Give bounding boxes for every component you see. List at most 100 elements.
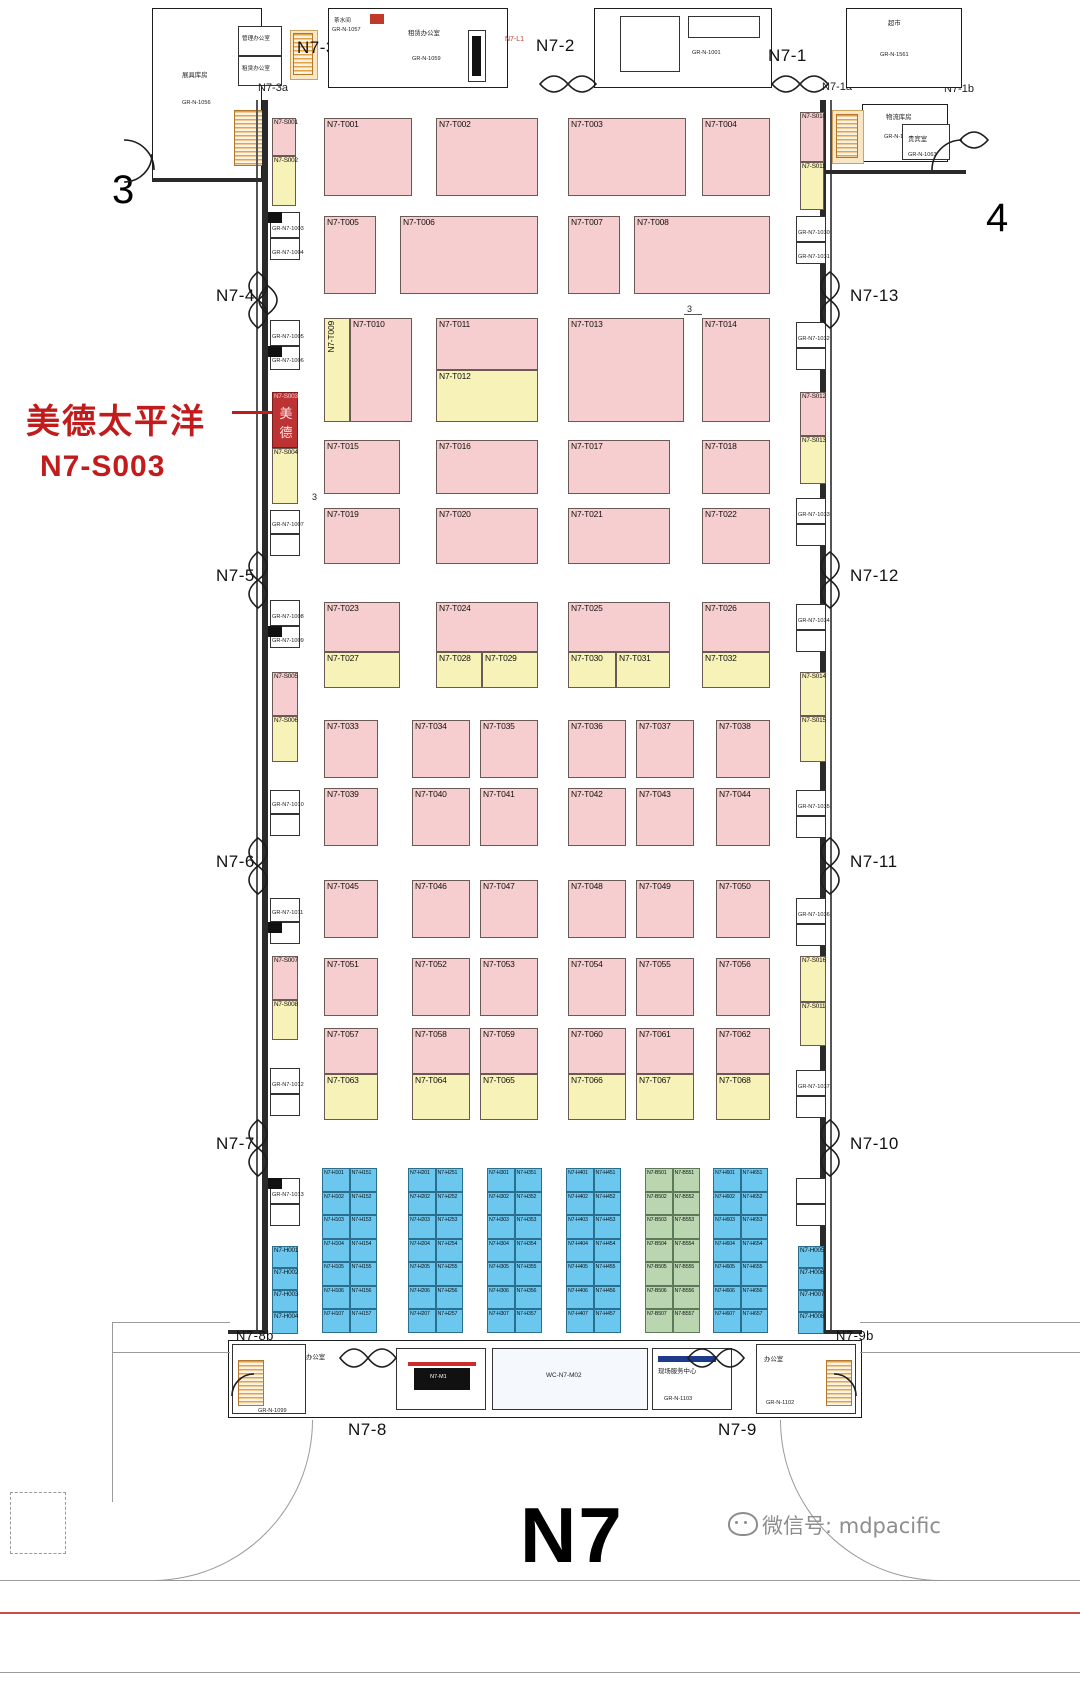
booth-t043[interactable]: N7-T043 — [636, 788, 694, 846]
side-booth-h002[interactable]: N7-H002 — [272, 1268, 298, 1290]
shell-booth[interactable]: N7-H655 — [740, 1262, 768, 1286]
shell-booth[interactable]: N7-H457 — [593, 1309, 621, 1333]
booth-t008[interactable]: N7-T008 — [634, 216, 770, 294]
booth-t041[interactable]: N7-T041 — [480, 788, 538, 846]
shell-booth[interactable]: N7-H103 — [322, 1215, 350, 1239]
booth-t001[interactable]: N7-T001 — [324, 118, 412, 196]
side-booth-h005[interactable]: N7-H005 — [798, 1246, 824, 1268]
shell-booth[interactable]: N7-H252 — [435, 1191, 463, 1215]
side-booth-s014[interactable]: N7-S015 — [800, 716, 826, 762]
booth-t019[interactable]: N7-T019 — [324, 508, 400, 564]
shell-booth[interactable]: N7-H155 — [349, 1262, 377, 1286]
booth-t018[interactable]: N7-T018 — [702, 440, 770, 494]
shell-booth[interactable]: N7-H206 — [408, 1285, 436, 1309]
booth-t040[interactable]: N7-T040 — [412, 788, 470, 846]
booth-t003[interactable]: N7-T003 — [568, 118, 686, 196]
shell-booth[interactable]: N7-B503 — [645, 1215, 673, 1239]
shell-booth[interactable]: N7-H151 — [349, 1168, 377, 1192]
side-booth-s003-highlight[interactable]: N7-S003 — [272, 392, 298, 448]
booth-t038[interactable]: N7-T038 — [716, 720, 770, 778]
booth-t050[interactable]: N7-T050 — [716, 880, 770, 938]
booth-t009[interactable]: N7-T009 — [324, 318, 350, 422]
shell-booth[interactable]: N7-H204 — [408, 1238, 436, 1262]
shell-booth[interactable]: N7-H251 — [435, 1168, 463, 1192]
shell-booth[interactable]: N7-H104 — [322, 1238, 350, 1262]
shell-booth[interactable]: N7-H403 — [566, 1215, 594, 1239]
shell-booth[interactable]: N7-H656 — [740, 1285, 768, 1309]
shell-booth[interactable]: N7-H453 — [593, 1215, 621, 1239]
side-booth-s010[interactable]: N7-S010 — [800, 112, 826, 162]
side-booth-s012[interactable]: N7-S013 — [800, 436, 826, 484]
shell-booth[interactable]: N7-H407 — [566, 1309, 594, 1333]
shell-booth[interactable]: N7-B505 — [645, 1262, 673, 1286]
booth-t025[interactable]: N7-T025 — [568, 602, 670, 652]
booth-t048[interactable]: N7-T048 — [568, 880, 626, 938]
shell-booth[interactable]: N7-H402 — [566, 1191, 594, 1215]
shell-booth[interactable]: N7-H101 — [322, 1168, 350, 1192]
side-booth-s002[interactable]: N7-S002 — [272, 156, 298, 206]
booth-t066[interactable]: N7-T066 — [568, 1074, 626, 1120]
booth-t005[interactable]: N7-T005 — [324, 216, 376, 294]
shell-booth[interactable]: N7-B555 — [672, 1262, 700, 1286]
shell-booth[interactable]: N7-H456 — [593, 1285, 621, 1309]
shell-booth[interactable]: N7-H157 — [349, 1309, 377, 1333]
side-booth-h001[interactable]: N7-H001 — [272, 1246, 298, 1268]
shell-booth[interactable]: N7-B551 — [672, 1168, 700, 1192]
shell-booth[interactable]: N7-B553 — [672, 1215, 700, 1239]
shell-booth[interactable]: N7-H307 — [487, 1309, 515, 1333]
booth-t068[interactable]: N7-T068 — [716, 1074, 770, 1120]
booth-t062[interactable]: N7-T062 — [716, 1028, 770, 1074]
side-booth-s013[interactable]: N7-S014 — [800, 672, 826, 716]
shell-booth[interactable]: N7-H602 — [713, 1191, 741, 1215]
side-booth-h008[interactable]: N7-H008 — [798, 1312, 824, 1334]
shell-booth[interactable]: N7-H355 — [514, 1262, 542, 1286]
side-booth-s008[interactable]: N7-S008 — [272, 1000, 298, 1040]
shell-booth[interactable]: N7-H654 — [740, 1238, 768, 1262]
shell-booth[interactable]: N7-H406 — [566, 1285, 594, 1309]
side-booth-s010b[interactable]: N7-S011 — [800, 162, 826, 210]
booth-t012[interactable]: N7-T012 — [436, 370, 538, 422]
shell-booth[interactable]: N7-H353 — [514, 1215, 542, 1239]
shell-booth[interactable]: N7-H202 — [408, 1191, 436, 1215]
booth-t063[interactable]: N7-T063 — [324, 1074, 378, 1120]
shell-booth[interactable]: N7-H603 — [713, 1215, 741, 1239]
booth-t027[interactable]: N7-T027 — [324, 652, 400, 688]
shell-booth[interactable]: N7-H401 — [566, 1168, 594, 1192]
shell-booth[interactable]: N7-B552 — [672, 1191, 700, 1215]
shell-booth[interactable]: N7-H607 — [713, 1309, 741, 1333]
shell-booth[interactable]: N7-H207 — [408, 1309, 436, 1333]
booth-t010[interactable]: N7-T010 — [350, 318, 412, 422]
booth-t067[interactable]: N7-T067 — [636, 1074, 694, 1120]
booth-t054[interactable]: N7-T054 — [568, 958, 626, 1016]
booth-t047[interactable]: N7-T047 — [480, 880, 538, 938]
shell-booth[interactable]: N7-H107 — [322, 1309, 350, 1333]
shell-booth[interactable]: N7-H604 — [713, 1238, 741, 1262]
shell-booth[interactable]: N7-H203 — [408, 1215, 436, 1239]
shell-booth[interactable]: N7-H303 — [487, 1215, 515, 1239]
shell-booth[interactable]: N7-H153 — [349, 1215, 377, 1239]
shell-booth[interactable]: N7-H606 — [713, 1285, 741, 1309]
booth-t055[interactable]: N7-T055 — [636, 958, 694, 1016]
booth-t044[interactable]: N7-T044 — [716, 788, 770, 846]
booth-t065[interactable]: N7-T065 — [480, 1074, 538, 1120]
side-booth-h004[interactable]: N7-H004 — [272, 1312, 298, 1334]
booth-t017[interactable]: N7-T017 — [568, 440, 670, 494]
booth-t006[interactable]: N7-T006 — [400, 216, 538, 294]
shell-booth[interactable]: N7-H255 — [435, 1262, 463, 1286]
shell-booth[interactable]: N7-H405 — [566, 1262, 594, 1286]
shell-booth[interactable]: N7-H201 — [408, 1168, 436, 1192]
shell-booth[interactable]: N7-H102 — [322, 1191, 350, 1215]
booth-t060[interactable]: N7-T060 — [568, 1028, 626, 1074]
shell-booth[interactable]: N7-H454 — [593, 1238, 621, 1262]
shell-booth[interactable]: N7-H305 — [487, 1262, 515, 1286]
shell-booth[interactable]: N7-H452 — [593, 1191, 621, 1215]
shell-booth[interactable]: N7-H351 — [514, 1168, 542, 1192]
shell-booth[interactable]: N7-B501 — [645, 1168, 673, 1192]
booth-t057[interactable]: N7-T057 — [324, 1028, 378, 1074]
shell-booth[interactable]: N7-B554 — [672, 1238, 700, 1262]
booth-t015[interactable]: N7-T015 — [324, 440, 400, 494]
booth-t046[interactable]: N7-T046 — [412, 880, 470, 938]
booth-t039[interactable]: N7-T039 — [324, 788, 378, 846]
shell-booth[interactable]: N7-B556 — [672, 1285, 700, 1309]
shell-booth[interactable]: N7-B502 — [645, 1191, 673, 1215]
